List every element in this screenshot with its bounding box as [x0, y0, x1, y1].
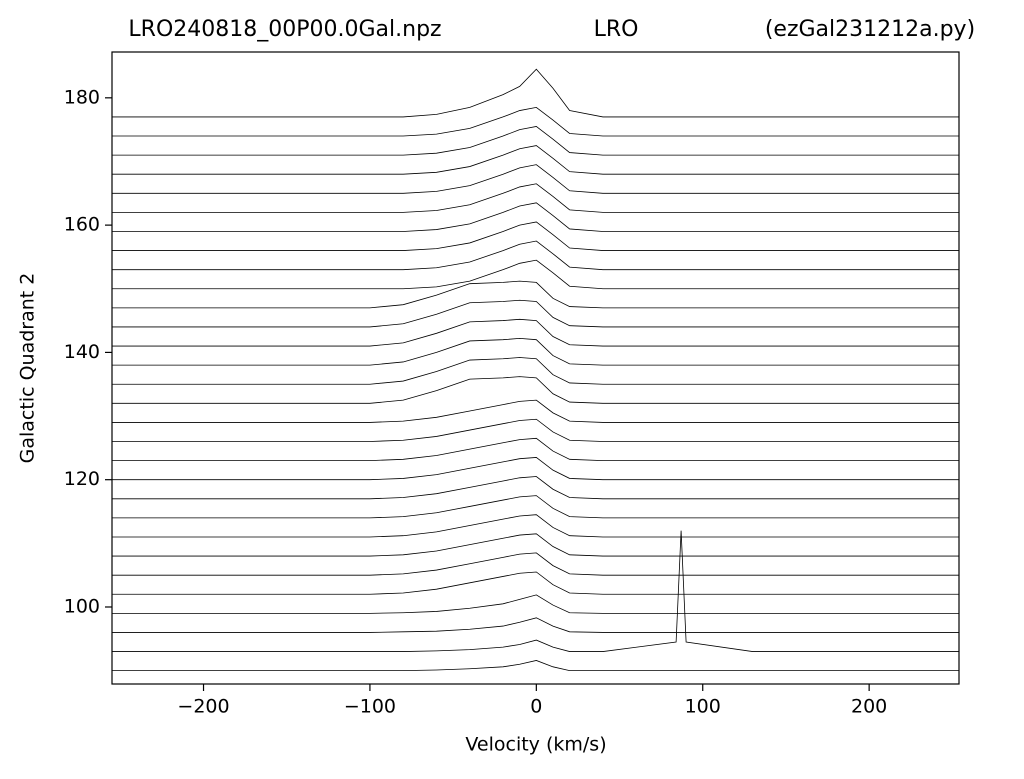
spectrum-line [112, 476, 959, 500]
spectrum-line [112, 280, 959, 309]
spectrum-line [112, 437, 959, 461]
spectrum-line [112, 594, 959, 614]
spectrum-line [112, 318, 959, 347]
plot-frame [111, 51, 960, 685]
spectrum-line [112, 164, 959, 194]
y-tick-label: 140 [64, 341, 100, 363]
spectrum-line [112, 221, 959, 251]
spectrum-line [112, 418, 959, 442]
spectrum-line [112, 617, 959, 633]
spectrum-line [112, 376, 959, 404]
spectrum-line [112, 126, 959, 156]
spectrum-line [112, 183, 959, 213]
y-tick-label: 100 [64, 595, 100, 617]
x-tick-label: 200 [851, 696, 887, 718]
x-tick-label: 100 [685, 696, 721, 718]
chart-title: (ezGal231212a.py) [765, 17, 975, 42]
spectrum-line [112, 68, 959, 118]
x-tick-label: 0 [530, 696, 542, 718]
chart-title: LRO [594, 17, 639, 42]
spectrum-line [112, 571, 959, 595]
y-axis-label: Galactic Quadrant 2 [17, 273, 39, 464]
spectrum-line [112, 495, 959, 519]
spectrum-line [112, 337, 959, 366]
x-axis-label: Velocity (km/s) [465, 734, 606, 756]
x-tick-label: −100 [344, 696, 396, 718]
spectrum-line [112, 552, 959, 576]
spectrum-line [112, 514, 959, 538]
spectrum-line [112, 660, 959, 672]
chart-title: LRO240818_00P00.0Gal.npz [128, 17, 441, 42]
spectrum-line [112, 533, 959, 557]
spectrum-line [112, 259, 959, 290]
spectrum-line [112, 399, 959, 423]
y-tick-label: 160 [64, 214, 100, 236]
spectrum-line [112, 106, 959, 137]
spectrum-line [112, 457, 959, 481]
spectrum-line [112, 240, 959, 271]
spectrum-line [112, 357, 959, 385]
spectrum-line [112, 299, 959, 328]
x-tick-label: −200 [177, 696, 229, 718]
spectrum-line [112, 530, 959, 652]
y-tick-label: 120 [64, 468, 100, 490]
spectrum-line [112, 145, 959, 175]
spectrum-line [112, 202, 959, 232]
y-tick-label: 180 [64, 86, 100, 108]
